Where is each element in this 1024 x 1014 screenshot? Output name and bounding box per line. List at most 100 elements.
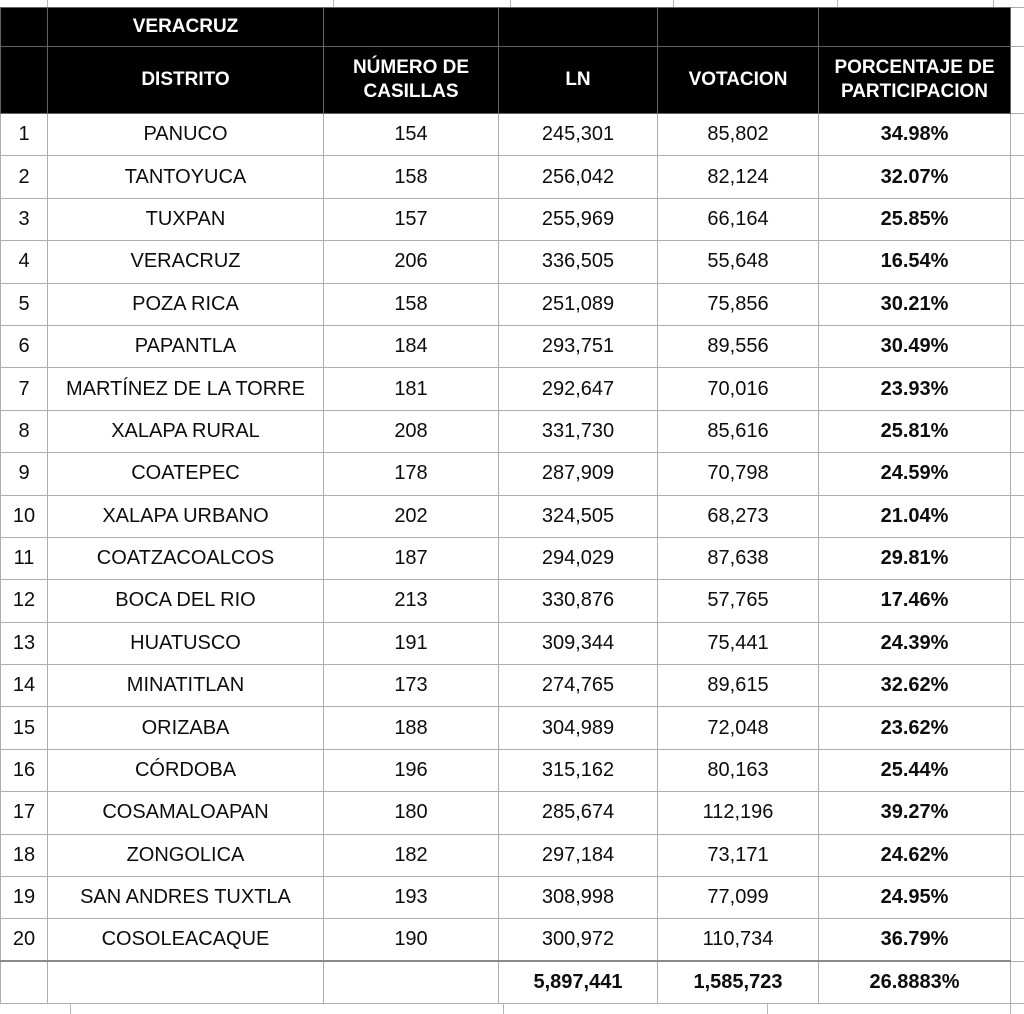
cell-votacion[interactable]: 89,615	[657, 664, 819, 708]
region-title[interactable]: VERACRUZ	[47, 7, 324, 47]
column-header-votacion[interactable]: VOTACION	[657, 46, 819, 114]
cell-distrito[interactable]: TANTOYUCA	[47, 155, 324, 199]
cell-distrito[interactable]: COATZACOALCOS	[47, 536, 324, 581]
cell-pct[interactable]: 16.54%	[818, 240, 1011, 284]
cell-row-number[interactable]: 17	[0, 791, 48, 835]
cell-distrito[interactable]: MARTÍNEZ DE LA TORRE	[47, 367, 324, 411]
header-empty-cell[interactable]	[0, 7, 48, 47]
cell-casillas[interactable]: 213	[323, 579, 499, 623]
cell-distrito[interactable]: HUATUSCO	[47, 621, 324, 666]
cell-pct[interactable]: 30.49%	[818, 324, 1011, 369]
cell-votacion[interactable]: 80,163	[657, 748, 819, 793]
cell-ln[interactable]: 330,876	[498, 579, 658, 623]
cell-distrito[interactable]: ORIZABA	[47, 706, 324, 750]
cell-row-number[interactable]: 7	[0, 367, 48, 411]
cell-casillas[interactable]: 158	[323, 155, 499, 199]
cell-distrito[interactable]: COSAMALOAPAN	[47, 791, 324, 835]
cell-votacion[interactable]: 70,016	[657, 367, 819, 411]
cell-distrito[interactable]: TUXPAN	[47, 197, 324, 242]
cell-row-number[interactable]: 20	[0, 918, 48, 962]
cell-casillas[interactable]: 182	[323, 833, 499, 878]
cell-pct[interactable]: 25.85%	[818, 197, 1011, 242]
cell-casillas[interactable]: 188	[323, 706, 499, 750]
cell-ln[interactable]: 331,730	[498, 409, 658, 454]
cell-row-number[interactable]: 14	[0, 664, 48, 708]
cell-distrito[interactable]: XALAPA RURAL	[47, 409, 324, 454]
cell-casillas[interactable]: 157	[323, 197, 499, 242]
cell-casillas[interactable]: 202	[323, 494, 499, 538]
cell-pct[interactable]: 34.98%	[818, 112, 1011, 157]
cell-row-number[interactable]: 6	[0, 324, 48, 369]
cell-distrito[interactable]: CÓRDOBA	[47, 748, 324, 793]
cell-pct[interactable]: 24.59%	[818, 452, 1011, 496]
cell-pct[interactable]: 25.81%	[818, 409, 1011, 454]
cell-ln[interactable]: 304,989	[498, 706, 658, 750]
cell-ln[interactable]: 294,029	[498, 536, 658, 581]
cell-votacion[interactable]: 110,734	[657, 918, 819, 962]
cell-casillas[interactable]: 193	[323, 876, 499, 920]
column-header-pct[interactable]: PORCENTAJE DE PARTICIPACION	[818, 46, 1011, 114]
cell-row-number[interactable]: 10	[0, 494, 48, 538]
cell-pct[interactable]: 23.93%	[818, 367, 1011, 411]
total-empty-cell[interactable]	[0, 960, 48, 1004]
cell-ln[interactable]: 245,301	[498, 112, 658, 157]
column-header-ln[interactable]: LN	[498, 46, 658, 114]
header-empty-cell[interactable]	[657, 7, 819, 47]
cell-row-number[interactable]: 12	[0, 579, 48, 623]
cell-casillas[interactable]: 196	[323, 748, 499, 793]
cell-votacion[interactable]: 75,856	[657, 282, 819, 326]
cell-votacion[interactable]: 112,196	[657, 791, 819, 835]
cell-distrito[interactable]: PAPANTLA	[47, 324, 324, 369]
cell-pct[interactable]: 17.46%	[818, 579, 1011, 623]
cell-pct[interactable]: 23.62%	[818, 706, 1011, 750]
cell-row-number[interactable]: 11	[0, 536, 48, 581]
cell-ln[interactable]: 300,972	[498, 918, 658, 962]
cell-votacion[interactable]: 73,171	[657, 833, 819, 878]
cell-casillas[interactable]: 190	[323, 918, 499, 962]
cell-ln[interactable]: 315,162	[498, 748, 658, 793]
cell-votacion[interactable]: 87,638	[657, 536, 819, 581]
total-empty-cell[interactable]	[323, 960, 499, 1004]
total-ln[interactable]: 5,897,441	[498, 960, 658, 1004]
cell-casillas[interactable]: 158	[323, 282, 499, 326]
column-header-casillas[interactable]: NÚMERO DE CASILLAS	[323, 46, 499, 114]
cell-pct[interactable]: 32.62%	[818, 664, 1011, 708]
cell-ln[interactable]: 285,674	[498, 791, 658, 835]
cell-row-number[interactable]: 4	[0, 240, 48, 284]
cell-votacion[interactable]: 77,099	[657, 876, 819, 920]
cell-ln[interactable]: 336,505	[498, 240, 658, 284]
cell-row-number[interactable]: 1	[0, 112, 48, 157]
cell-ln[interactable]: 255,969	[498, 197, 658, 242]
cell-pct[interactable]: 32.07%	[818, 155, 1011, 199]
cell-row-number[interactable]: 15	[0, 706, 48, 750]
cell-distrito[interactable]: COSOLEACAQUE	[47, 918, 324, 962]
cell-distrito[interactable]: MINATITLAN	[47, 664, 324, 708]
cell-ln[interactable]: 287,909	[498, 452, 658, 496]
cell-row-number[interactable]: 8	[0, 409, 48, 454]
cell-distrito[interactable]: SAN ANDRES TUXTLA	[47, 876, 324, 920]
cell-votacion[interactable]: 70,798	[657, 452, 819, 496]
cell-casillas[interactable]: 184	[323, 324, 499, 369]
cell-distrito[interactable]: BOCA DEL RIO	[47, 579, 324, 623]
cell-ln[interactable]: 308,998	[498, 876, 658, 920]
cell-casillas[interactable]: 154	[323, 112, 499, 157]
cell-row-number[interactable]: 5	[0, 282, 48, 326]
cell-ln[interactable]: 251,089	[498, 282, 658, 326]
cell-row-number[interactable]: 16	[0, 748, 48, 793]
cell-row-number[interactable]: 13	[0, 621, 48, 666]
cell-ln[interactable]: 293,751	[498, 324, 658, 369]
cell-ln[interactable]: 292,647	[498, 367, 658, 411]
header-empty-cell[interactable]	[498, 7, 658, 47]
cell-ln[interactable]: 274,765	[498, 664, 658, 708]
cell-casillas[interactable]: 191	[323, 621, 499, 666]
cell-ln[interactable]: 324,505	[498, 494, 658, 538]
cell-distrito[interactable]: PANUCO	[47, 112, 324, 157]
cell-pct[interactable]: 24.39%	[818, 621, 1011, 666]
cell-votacion[interactable]: 57,765	[657, 579, 819, 623]
cell-distrito[interactable]: XALAPA URBANO	[47, 494, 324, 538]
cell-row-number[interactable]: 18	[0, 833, 48, 878]
cell-casillas[interactable]: 173	[323, 664, 499, 708]
total-empty-cell[interactable]	[47, 960, 324, 1004]
cell-ln[interactable]: 297,184	[498, 833, 658, 878]
total-votacion[interactable]: 1,585,723	[657, 960, 819, 1004]
